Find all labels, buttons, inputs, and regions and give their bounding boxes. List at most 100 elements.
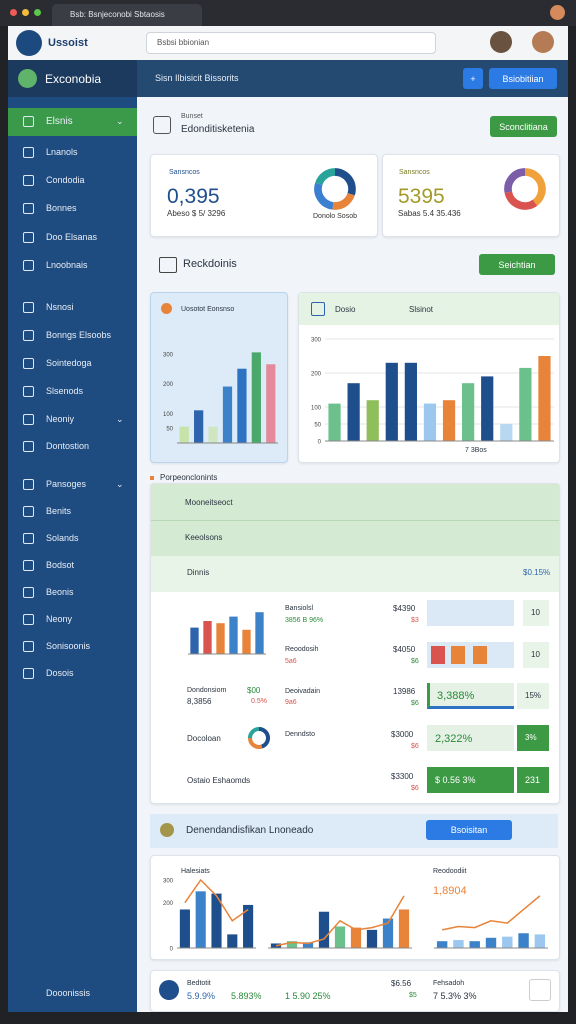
kpi-note: Donolo Sosob — [313, 213, 357, 220]
bar — [328, 403, 341, 441]
kpi-sub: Abeso $ 5/ 3296 — [167, 209, 226, 218]
bar — [481, 376, 494, 441]
combo-chart — [268, 895, 412, 949]
section-title: Porpeonclonints — [160, 473, 218, 482]
bar — [350, 927, 362, 948]
bar — [270, 943, 282, 948]
cell: 15% — [525, 691, 542, 700]
donut-segment — [258, 726, 271, 749]
cell: Bansiolsl — [285, 605, 314, 612]
cell: 10 — [531, 650, 540, 659]
tab-title: Bsb: Bsnjeconobi Sbtaosis — [70, 10, 165, 19]
nav-item[interactable]: Beonis — [46, 587, 74, 597]
y-tick-label: 300 — [163, 352, 174, 358]
nav-item[interactable]: Neoniy — [46, 414, 75, 424]
bar — [502, 936, 513, 948]
section-button[interactable]: Bsoisitan — [426, 820, 512, 840]
bar — [398, 909, 410, 948]
tab[interactable]: Dosio — [335, 305, 356, 314]
bar — [436, 941, 448, 948]
chart-title: Halesiats — [181, 868, 210, 875]
header-button[interactable]: Bsiobitiian — [489, 68, 557, 89]
nav-item[interactable]: Solands — [46, 533, 79, 543]
bar — [366, 929, 378, 948]
nav-item[interactable]: Slsenods — [46, 386, 84, 396]
y-tick-label: 200 — [311, 372, 322, 378]
donut-segment — [332, 192, 355, 210]
nav-item[interactable]: Doo Elsanas — [46, 232, 98, 242]
kpi-label: Sansncos — [169, 169, 200, 176]
nav-item[interactable]: Bonnes — [46, 203, 77, 213]
nav-item[interactable]: Benits — [46, 506, 72, 516]
nav-item[interactable]: Dosois — [46, 668, 74, 678]
nav-item[interactable]: Nsnosi — [46, 302, 74, 312]
bar — [243, 904, 254, 948]
section-title: Reckdoinis — [183, 258, 237, 270]
bar — [194, 410, 204, 443]
nav-item[interactable]: Neony — [46, 614, 73, 624]
bar — [208, 426, 218, 443]
nav-item[interactable]: Bodsot — [46, 560, 75, 570]
bar-chart: 0 50 100 200 300 — [311, 338, 554, 445]
tab[interactable]: Bsb: Bsnjeconobi Sbtaosis — [52, 4, 202, 26]
bar — [462, 383, 475, 441]
bar — [195, 891, 206, 948]
bar — [242, 629, 251, 654]
bar — [216, 623, 225, 654]
cell: 13986 — [393, 687, 416, 696]
mini-donut — [247, 726, 271, 750]
chart-title: Reodoodiit — [433, 868, 467, 875]
cell: $ 0.56 3% — [435, 775, 476, 785]
nav-footer[interactable]: Dooonissis — [46, 988, 91, 998]
cell: 3% — [525, 733, 537, 742]
bar — [227, 934, 238, 948]
bar — [518, 933, 529, 948]
nav-item[interactable]: Bonngs Elsoobs — [46, 330, 112, 340]
bar — [237, 368, 247, 443]
header-action[interactable]: Sconclitiana — [490, 116, 557, 137]
bar — [266, 364, 276, 443]
panel-note: 7 3Bos — [465, 447, 487, 454]
tab[interactable]: Slsinot — [409, 305, 434, 314]
nav-item[interactable]: Dontostion — [46, 441, 90, 451]
bar — [251, 352, 261, 443]
cell: 0.5% — [251, 698, 267, 705]
donut-segment — [504, 191, 538, 210]
footer-text: Bedtotit — [187, 980, 211, 987]
nav-item[interactable]: Sonisoonis — [46, 641, 91, 651]
y-tick-label: 300 — [311, 338, 322, 344]
donut-segment — [247, 737, 263, 750]
nav-item[interactable]: Pansoges — [46, 479, 87, 489]
bottom-charts: Halesiats 0 200 300 Reodoodiit 1,8904 — [150, 855, 560, 960]
nav-item[interactable]: Lnoobnais — [46, 260, 88, 270]
cell: $3 — [411, 617, 419, 624]
bar — [347, 383, 360, 441]
nav-item[interactable]: Lnanols — [46, 147, 78, 157]
cell: 3,388% — [437, 690, 475, 702]
nav-item[interactable]: Elsnis — [46, 116, 73, 127]
table-panel: Mooneitseoct Keeolsons Dinnis $0.15% Ban… — [150, 483, 560, 804]
kpi-label: Sansncos — [399, 169, 430, 176]
cell: $3300 — [391, 772, 414, 781]
footer-text: 7 5.3% 3% — [433, 991, 477, 1001]
footer-card: Bedtotit 5.9.9% 5.893% 1 5.90 25% $6.56 … — [150, 970, 560, 1012]
footer-text: 5.893% — [231, 991, 262, 1001]
nav-item[interactable]: Sointedoga — [46, 358, 92, 368]
y-tick-label: 100 — [311, 406, 322, 412]
trend-line — [184, 878, 249, 922]
bar — [190, 627, 199, 654]
bar — [211, 893, 222, 948]
nav-item[interactable]: Condodia — [46, 175, 85, 185]
footer-text: Fehsadoh — [433, 980, 465, 987]
bar — [382, 918, 394, 948]
section-button[interactable]: Seichtian — [479, 254, 555, 275]
summary-label: Dinnis — [187, 568, 210, 577]
bar — [302, 942, 314, 948]
kpi-value: 5395 — [398, 185, 445, 208]
combo-chart — [434, 895, 548, 949]
cell: 8,3856 — [187, 697, 212, 706]
address-bar[interactable]: Bsbsi bbionian — [146, 32, 436, 54]
donut-segment — [247, 726, 260, 739]
bar — [404, 362, 417, 441]
cell: $3000 — [391, 730, 414, 739]
